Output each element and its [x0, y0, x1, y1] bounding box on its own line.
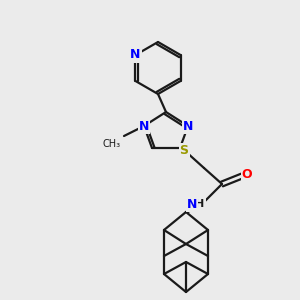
Text: N: N	[130, 49, 141, 62]
Text: H: H	[195, 199, 205, 209]
Text: N: N	[139, 119, 149, 133]
Text: N: N	[183, 119, 193, 133]
Text: N: N	[187, 197, 197, 211]
Text: CH₃: CH₃	[103, 139, 121, 149]
Text: O: O	[242, 169, 252, 182]
Text: S: S	[179, 143, 188, 157]
